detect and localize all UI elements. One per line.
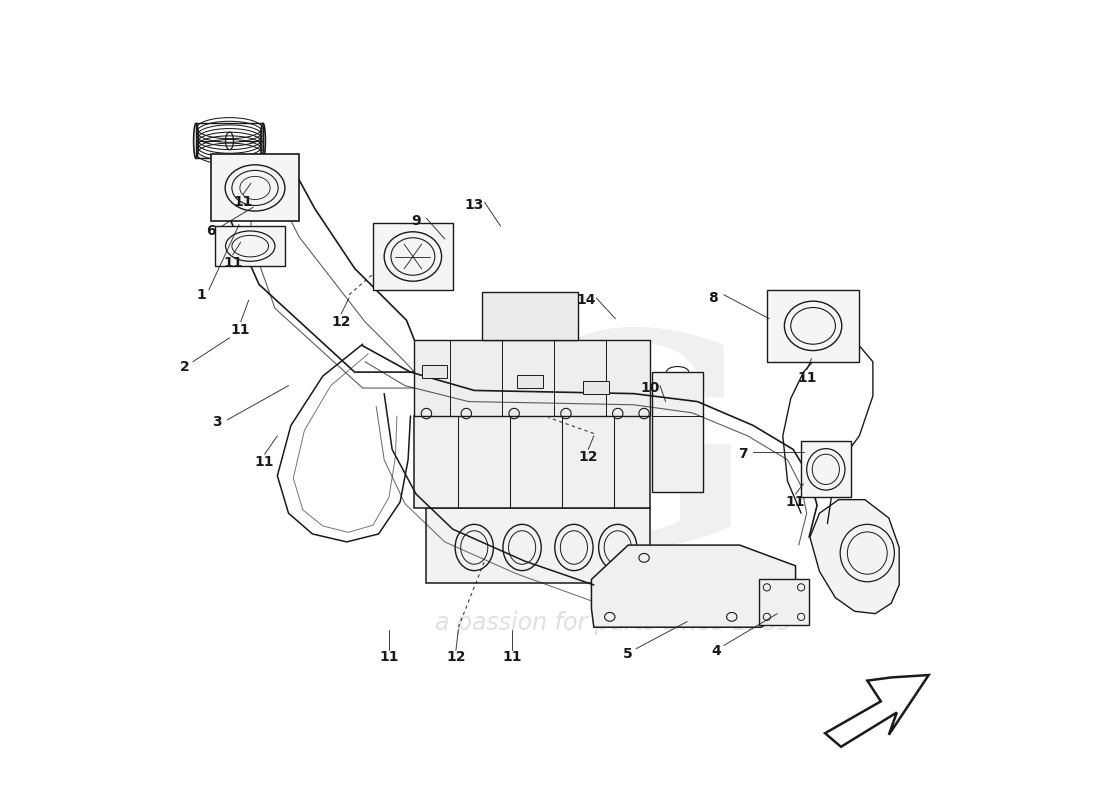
Text: 4: 4 [711, 644, 720, 658]
Polygon shape [767, 290, 859, 362]
Polygon shape [759, 579, 810, 625]
Polygon shape [415, 340, 650, 416]
Polygon shape [421, 365, 448, 378]
Polygon shape [427, 508, 650, 583]
Polygon shape [517, 375, 542, 388]
Text: 12: 12 [579, 450, 598, 464]
Text: 11: 11 [379, 650, 398, 664]
Text: a passion for parts since 1985: a passion for parts since 1985 [436, 611, 792, 635]
Text: 3: 3 [212, 415, 221, 430]
Text: 11: 11 [255, 455, 274, 469]
Polygon shape [482, 292, 578, 340]
Text: 11: 11 [231, 323, 251, 337]
Text: 2: 2 [180, 359, 189, 374]
Text: 12: 12 [331, 315, 351, 329]
Polygon shape [652, 372, 703, 492]
Text: 11: 11 [785, 495, 805, 509]
Text: 14: 14 [576, 294, 595, 307]
Polygon shape [196, 123, 263, 158]
Polygon shape [801, 442, 851, 498]
Polygon shape [216, 226, 285, 266]
Text: 7: 7 [738, 447, 748, 462]
Polygon shape [211, 154, 299, 221]
Polygon shape [810, 500, 899, 614]
Text: 9: 9 [411, 214, 421, 228]
Text: 11: 11 [798, 370, 816, 385]
Polygon shape [592, 545, 795, 627]
Text: 8: 8 [708, 291, 718, 305]
Text: 11: 11 [233, 195, 253, 210]
Text: 13: 13 [464, 198, 484, 212]
Polygon shape [583, 381, 609, 394]
Text: 12: 12 [447, 650, 465, 664]
Polygon shape [415, 416, 650, 508]
Text: 6: 6 [207, 224, 216, 238]
Text: G: G [505, 322, 755, 606]
Text: 11: 11 [223, 256, 242, 270]
Text: 10: 10 [640, 381, 659, 395]
Text: 1: 1 [196, 288, 206, 302]
Polygon shape [825, 675, 928, 746]
Text: 11: 11 [502, 650, 521, 664]
Text: 5: 5 [624, 646, 632, 661]
Polygon shape [373, 223, 453, 290]
